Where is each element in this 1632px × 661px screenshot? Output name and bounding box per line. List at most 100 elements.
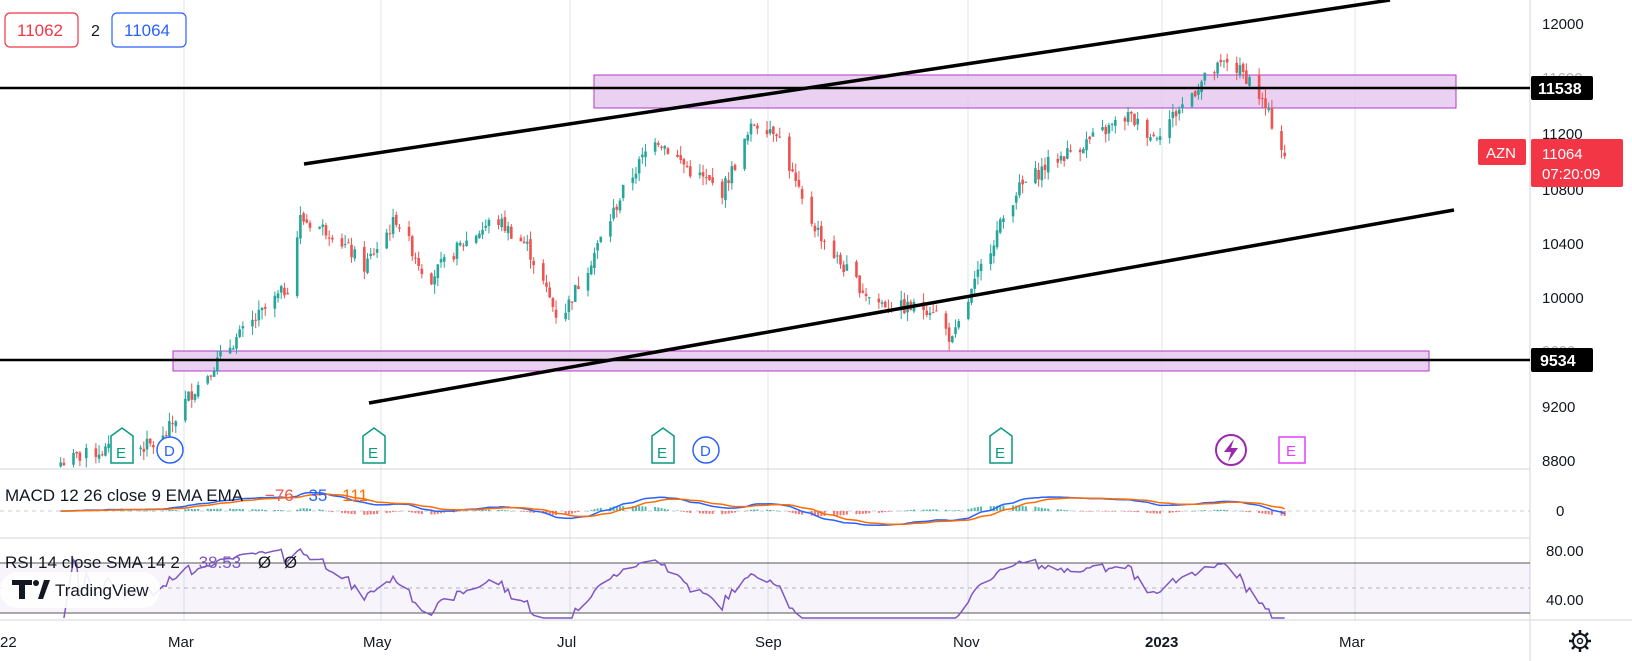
macd-histogram-bar (724, 511, 727, 514)
macd-histogram-bar (951, 510, 954, 512)
macd-histogram-bar (638, 506, 641, 511)
candle-body (666, 148, 670, 154)
time-label: 2023 (1145, 634, 1178, 651)
macd-histogram-bar (765, 509, 768, 511)
macd-histogram-bar (1136, 511, 1139, 513)
macd-signal-line (60, 493, 1285, 526)
time-axis[interactable]: 22 Mar May Jul Sep Nov 2023 Mar (0, 634, 1365, 651)
dividend-event-marker[interactable]: D (156, 436, 184, 464)
candle-body (276, 293, 280, 299)
split-event-marker[interactable] (1215, 434, 1247, 466)
macd-histogram-bar (350, 511, 353, 515)
candle-body (733, 164, 737, 170)
candle-body (62, 462, 66, 466)
macd-histogram-bar (900, 510, 903, 512)
macd-histogram-bar (475, 510, 478, 511)
candle-body (97, 454, 101, 459)
dividend-event-marker[interactable]: D (692, 436, 720, 464)
macd-histogram-bar (1015, 505, 1018, 511)
channel-lower-trendline[interactable] (368, 208, 1455, 405)
candle-body (1145, 119, 1149, 138)
macd-histogram-bar (264, 509, 267, 511)
candle-body (641, 154, 644, 158)
future-earnings-event-marker[interactable]: E (1278, 436, 1306, 464)
macd-title: MACD 12 26 close 9 EMA EMA (5, 486, 244, 505)
macd-histogram-bar (1152, 511, 1155, 514)
resistance-zone[interactable] (593, 74, 1457, 109)
rsi-legend[interactable]: RSI 14 close SMA 14 2 38.53 Ø Ø (5, 553, 297, 572)
bid-box[interactable]: 11062 (4, 12, 79, 48)
candle-body (720, 181, 724, 198)
macd-histogram-bar (324, 510, 327, 512)
candle-body (212, 371, 216, 377)
earnings-event-marker[interactable]: E (362, 427, 386, 464)
candle-body (800, 189, 804, 199)
candle-body (1107, 125, 1111, 134)
gear-icon[interactable] (1569, 630, 1591, 652)
tradingview-watermark[interactable]: TradingView (0, 572, 160, 608)
macd-histogram-bar (615, 506, 618, 511)
candle-body (257, 309, 261, 321)
candle-body (1168, 119, 1171, 138)
level-tag-label: 11538 (1538, 81, 1582, 98)
earnings-event-marker[interactable]: E (110, 427, 134, 464)
candle-body (1248, 77, 1251, 87)
candle-body (1222, 60, 1226, 62)
macd-histogram-bar (1130, 511, 1133, 512)
candle-body (525, 241, 529, 244)
macd-legend[interactable]: MACD 12 26 close 9 EMA EMA −76 35 111 (5, 486, 368, 505)
candle-body (1177, 109, 1181, 114)
earnings-event-marker[interactable]: E (989, 427, 1013, 464)
macd-histogram-bar (216, 508, 219, 511)
macd-histogram-bar (436, 511, 439, 514)
channel-upper-trendline[interactable] (303, 0, 1391, 166)
candle-body (823, 240, 826, 242)
candle-body (94, 448, 98, 457)
candle-body (1193, 91, 1197, 97)
rsi-lower-label: 40.00 (1546, 592, 1584, 609)
candle-body (816, 227, 820, 230)
candle-body (1114, 120, 1117, 126)
macd-histogram-bar (414, 511, 417, 514)
time-label: Mar (1339, 634, 1365, 651)
candle-body (142, 448, 146, 452)
candle-body (1136, 118, 1139, 125)
macd-histogram-bar (1069, 510, 1072, 512)
candle-body (867, 297, 871, 299)
macd-histogram-bar (791, 511, 794, 513)
macd-histogram-bar (280, 510, 283, 511)
macd-histogram-bar (746, 510, 749, 512)
candle-body (324, 225, 328, 236)
macd-histogram-bar (1133, 511, 1136, 513)
earnings-event-marker[interactable]: E (651, 427, 675, 464)
candle-body (1123, 117, 1127, 122)
macd-histogram-bar (721, 511, 724, 515)
symbol-tag[interactable]: AZN (1478, 139, 1526, 165)
candle-body (1270, 107, 1274, 129)
macd-histogram-bar (257, 509, 260, 511)
macd-histogram-bar (1258, 511, 1261, 514)
macd-histogram-bar (1107, 511, 1110, 512)
candle-body (1133, 113, 1136, 126)
candle-body (254, 319, 257, 321)
macd-histogram-bar (1056, 509, 1059, 511)
candle-body (883, 301, 887, 308)
ask-box[interactable]: 11064 (111, 12, 187, 48)
candle-body (1078, 149, 1082, 153)
candle-body (366, 258, 369, 273)
macd-histogram-bar (922, 509, 925, 511)
candle-body (845, 264, 849, 271)
candle-body (145, 438, 149, 450)
candle-body (503, 217, 507, 231)
candle-body (989, 253, 992, 265)
macd-histogram-bar (1191, 510, 1194, 512)
candle-body (286, 292, 289, 295)
candle-body (187, 391, 190, 401)
candle-body (727, 180, 730, 184)
candle-body (593, 252, 596, 268)
macd-histogram-bar (730, 511, 733, 513)
candle-body (663, 146, 667, 149)
macd-histogram-bar (1178, 511, 1181, 512)
